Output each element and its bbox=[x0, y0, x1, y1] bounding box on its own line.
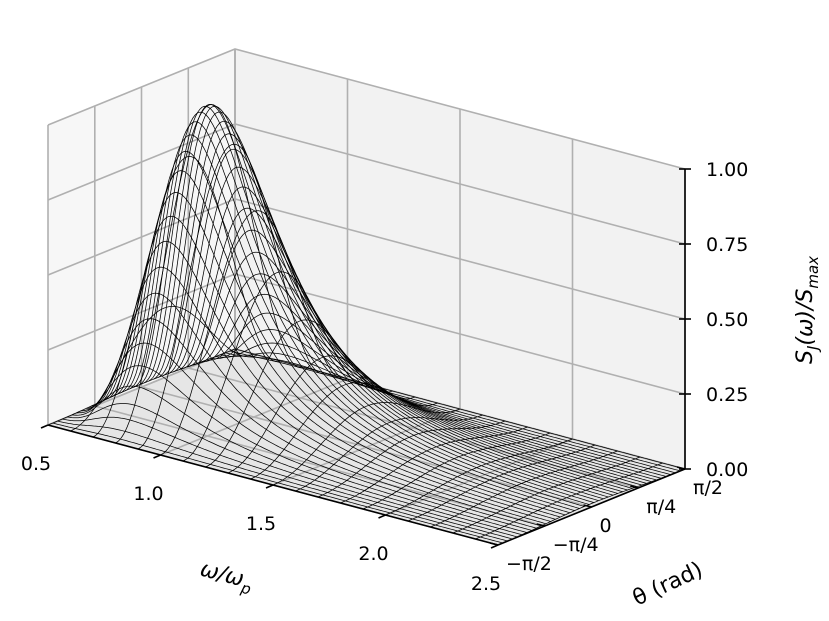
surface-line-omega bbox=[86, 318, 537, 529]
x-tick bbox=[265, 484, 274, 489]
surface-line-omega bbox=[234, 348, 686, 470]
surface-line-omega bbox=[95, 266, 546, 525]
surface-line-omega bbox=[220, 352, 671, 475]
surface-line-omega bbox=[182, 207, 633, 489]
surface-line-theta bbox=[115, 104, 303, 444]
surface-line-omega bbox=[191, 251, 642, 486]
z-axis-label: SJ(ω)/Smax bbox=[793, 256, 822, 364]
y-tick-label: π/4 bbox=[646, 496, 676, 518]
surface-line-omega bbox=[158, 120, 609, 498]
x-tick-label: 2.0 bbox=[358, 543, 388, 565]
surface-line-omega bbox=[177, 186, 628, 491]
surface-line-omega bbox=[215, 342, 666, 477]
y-tick bbox=[489, 542, 499, 546]
surface-line-omega bbox=[52, 422, 503, 544]
surface-line-omega bbox=[105, 215, 556, 520]
y-tick-label: −π/4 bbox=[553, 534, 599, 556]
y-tick bbox=[536, 523, 545, 527]
surface-line-omega bbox=[67, 403, 518, 538]
surface-line-omega bbox=[57, 420, 508, 542]
surface-line-omega bbox=[201, 293, 652, 483]
surface-line-omega bbox=[76, 365, 527, 533]
surface-line-theta bbox=[92, 156, 281, 438]
y-axis-label: θ (rad) bbox=[629, 557, 707, 611]
y-axis-ticks: −π/2−π/40 π/4 π/2 bbox=[489, 466, 723, 575]
y-tick bbox=[583, 504, 592, 508]
x-tick-label: 2.5 bbox=[471, 573, 501, 595]
x-axis-ticks: 0.5 1.0 1.5 2.0 2.5 bbox=[21, 424, 501, 595]
surface-line-theta bbox=[362, 432, 551, 510]
surface-line-theta bbox=[205, 319, 393, 468]
x-tick bbox=[378, 514, 386, 519]
surface-line-theta bbox=[47, 348, 236, 426]
x-tick-label: 1.5 bbox=[246, 513, 276, 535]
surface-line-theta bbox=[475, 462, 663, 540]
surface-line-omega bbox=[138, 105, 590, 505]
z-axis-ticks: 0.00 0.25 0.50 0.75 1.00 bbox=[679, 159, 748, 481]
z-tick-label: 1.00 bbox=[706, 159, 748, 181]
surface-line-theta bbox=[182, 271, 371, 462]
y-tick-label: −π/2 bbox=[506, 553, 552, 575]
surface-line-omega bbox=[124, 134, 575, 511]
surface-line-theta bbox=[340, 426, 528, 504]
surface-line-theta bbox=[272, 402, 461, 486]
surface-line-omega bbox=[162, 133, 614, 496]
y-tick bbox=[630, 485, 639, 489]
x-tick bbox=[153, 454, 161, 459]
surface-line-theta bbox=[160, 210, 348, 456]
surface-line-omega bbox=[81, 342, 532, 531]
surface-line-theta bbox=[407, 444, 596, 522]
z-tick-label: 0.75 bbox=[706, 234, 748, 256]
surface-line-omega bbox=[230, 350, 681, 472]
x-tick-label: 1.0 bbox=[133, 483, 163, 505]
surface-line-omega bbox=[129, 121, 580, 509]
z-tick-label: 0.25 bbox=[706, 384, 748, 406]
surface-line-theta bbox=[295, 414, 483, 492]
surface-line-omega bbox=[225, 352, 676, 474]
surface-line-theta bbox=[385, 438, 573, 516]
surface-line-theta bbox=[430, 450, 618, 528]
surface-line-omega bbox=[206, 312, 657, 481]
surface-line-theta bbox=[317, 420, 506, 498]
surface-line-omega bbox=[210, 329, 662, 479]
x-axis-label: ω/ωp bbox=[196, 557, 255, 599]
surface-line-omega bbox=[167, 148, 619, 494]
surface-line-omega bbox=[71, 385, 523, 536]
surface-line-omega bbox=[172, 166, 623, 493]
surface-line-omega bbox=[119, 150, 570, 514]
surface-wireframe bbox=[47, 104, 686, 546]
surface-line-omega bbox=[100, 240, 551, 522]
surface-line-omega bbox=[187, 229, 638, 488]
y-tick-label: π/2 bbox=[693, 477, 723, 499]
surface-line-theta bbox=[452, 456, 641, 534]
surface-line-omega bbox=[153, 111, 604, 500]
surface-line-omega bbox=[62, 416, 513, 540]
surface-line-omega bbox=[143, 104, 595, 503]
x-tick bbox=[40, 424, 49, 429]
z-tick-label: 0.50 bbox=[706, 309, 748, 331]
surface-line-omega bbox=[91, 292, 542, 527]
y-tick-label: 0 bbox=[600, 515, 612, 537]
surface-line-omega bbox=[196, 273, 647, 484]
surface-line-omega bbox=[134, 111, 585, 507]
y-gridline bbox=[140, 87, 592, 508]
surface-line-omega bbox=[110, 192, 561, 518]
z-tick-label: 0.00 bbox=[706, 459, 748, 481]
x-tick-label: 0.5 bbox=[21, 453, 51, 475]
surface-line-theta bbox=[497, 468, 686, 546]
